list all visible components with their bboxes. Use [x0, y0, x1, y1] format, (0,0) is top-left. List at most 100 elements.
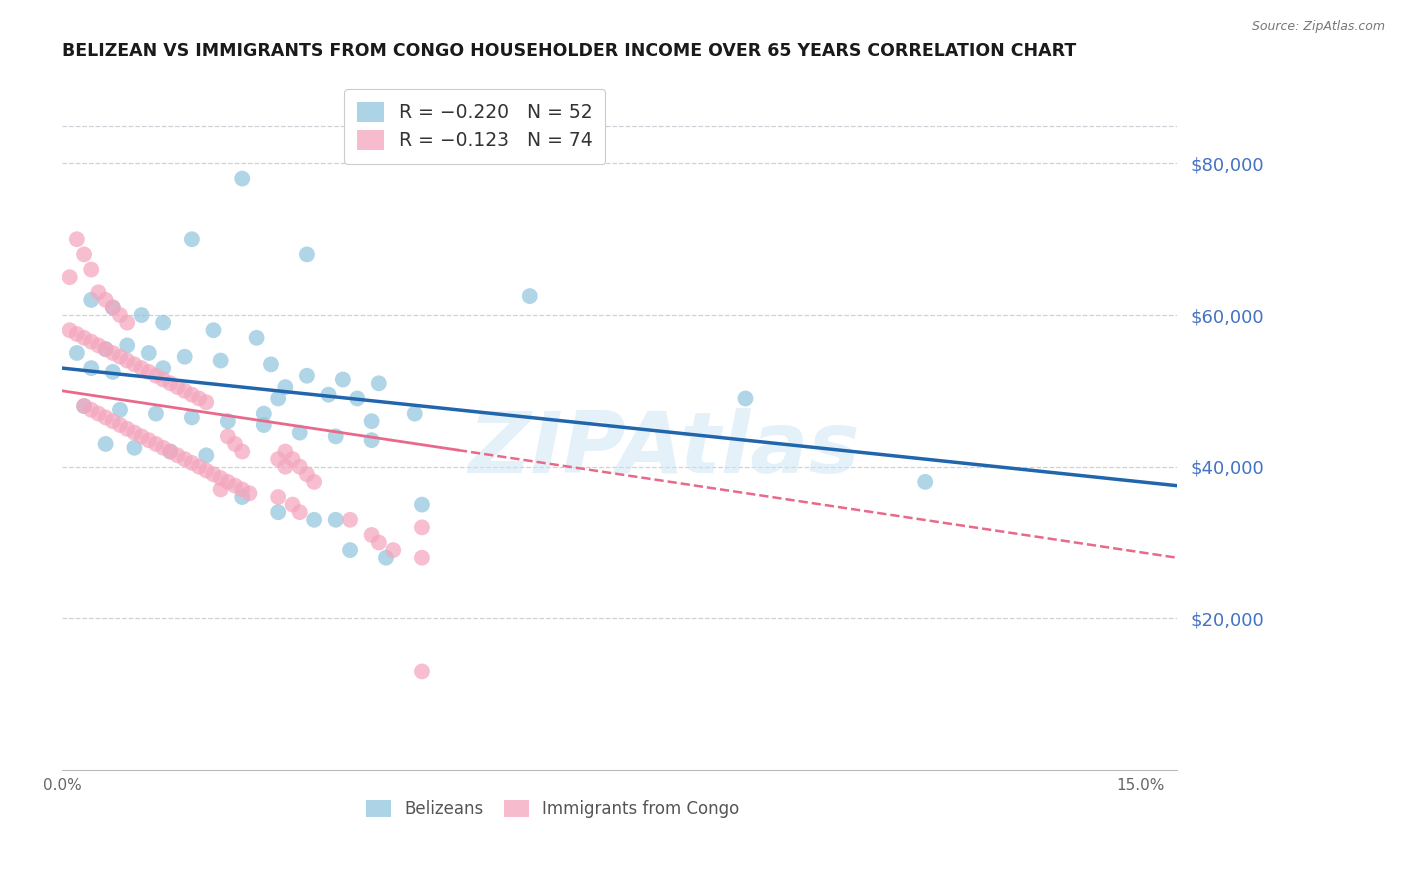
- Point: [253, 407, 276, 421]
- Text: Source: ZipAtlas.com: Source: ZipAtlas.com: [1251, 20, 1385, 33]
- Point: [411, 498, 433, 512]
- Point: [138, 346, 160, 360]
- Point: [360, 433, 382, 447]
- Point: [73, 331, 96, 345]
- Point: [115, 338, 138, 352]
- Point: [166, 380, 188, 394]
- Point: [94, 342, 117, 356]
- Point: [94, 437, 117, 451]
- Point: [138, 433, 160, 447]
- Point: [59, 323, 82, 337]
- Point: [734, 392, 756, 406]
- Point: [325, 429, 347, 443]
- Point: [108, 350, 131, 364]
- Point: [159, 444, 181, 458]
- Point: [101, 365, 124, 379]
- Point: [73, 399, 96, 413]
- Point: [173, 452, 195, 467]
- Point: [288, 505, 311, 519]
- Point: [195, 395, 218, 409]
- Point: [346, 392, 368, 406]
- Point: [360, 414, 382, 428]
- Point: [108, 417, 131, 432]
- Point: [66, 232, 89, 246]
- Point: [152, 316, 174, 330]
- Point: [267, 505, 290, 519]
- Point: [202, 323, 225, 337]
- Point: [159, 376, 181, 391]
- Point: [295, 247, 318, 261]
- Point: [339, 513, 361, 527]
- Point: [411, 550, 433, 565]
- Point: [152, 372, 174, 386]
- Point: [166, 448, 188, 462]
- Point: [375, 550, 398, 565]
- Point: [202, 467, 225, 482]
- Point: [260, 357, 283, 371]
- Point: [339, 543, 361, 558]
- Point: [217, 475, 239, 489]
- Point: [914, 475, 936, 489]
- Point: [274, 444, 297, 458]
- Point: [131, 308, 153, 322]
- Point: [231, 171, 253, 186]
- Point: [281, 452, 304, 467]
- Point: [318, 387, 340, 401]
- Point: [325, 513, 347, 527]
- Point: [382, 543, 405, 558]
- Point: [274, 380, 297, 394]
- Point: [195, 448, 218, 462]
- Point: [80, 262, 103, 277]
- Point: [124, 441, 146, 455]
- Point: [302, 475, 325, 489]
- Point: [411, 520, 433, 534]
- Point: [288, 459, 311, 474]
- Point: [101, 301, 124, 315]
- Point: [209, 353, 232, 368]
- Point: [180, 456, 202, 470]
- Point: [115, 353, 138, 368]
- Point: [145, 368, 167, 383]
- Point: [267, 452, 290, 467]
- Point: [217, 414, 239, 428]
- Text: BELIZEAN VS IMMIGRANTS FROM CONGO HOUSEHOLDER INCOME OVER 65 YEARS CORRELATION C: BELIZEAN VS IMMIGRANTS FROM CONGO HOUSEH…: [62, 42, 1077, 60]
- Point: [94, 410, 117, 425]
- Point: [295, 368, 318, 383]
- Point: [115, 316, 138, 330]
- Point: [332, 372, 354, 386]
- Point: [159, 444, 181, 458]
- Point: [195, 463, 218, 477]
- Point: [188, 392, 211, 406]
- Point: [180, 410, 202, 425]
- Point: [66, 326, 89, 341]
- Point: [217, 429, 239, 443]
- Point: [87, 407, 110, 421]
- Point: [180, 387, 202, 401]
- Point: [404, 407, 426, 421]
- Point: [101, 301, 124, 315]
- Point: [519, 289, 541, 303]
- Point: [87, 285, 110, 300]
- Point: [295, 467, 318, 482]
- Point: [224, 478, 246, 492]
- Point: [180, 232, 202, 246]
- Point: [253, 417, 276, 432]
- Point: [238, 486, 260, 500]
- Point: [152, 361, 174, 376]
- Point: [145, 437, 167, 451]
- Point: [267, 490, 290, 504]
- Point: [209, 483, 232, 497]
- Point: [138, 365, 160, 379]
- Point: [231, 490, 253, 504]
- Point: [87, 338, 110, 352]
- Point: [131, 361, 153, 376]
- Point: [73, 399, 96, 413]
- Point: [367, 376, 389, 391]
- Point: [131, 429, 153, 443]
- Point: [231, 444, 253, 458]
- Point: [108, 402, 131, 417]
- Point: [288, 425, 311, 440]
- Point: [66, 346, 89, 360]
- Point: [94, 293, 117, 307]
- Point: [124, 425, 146, 440]
